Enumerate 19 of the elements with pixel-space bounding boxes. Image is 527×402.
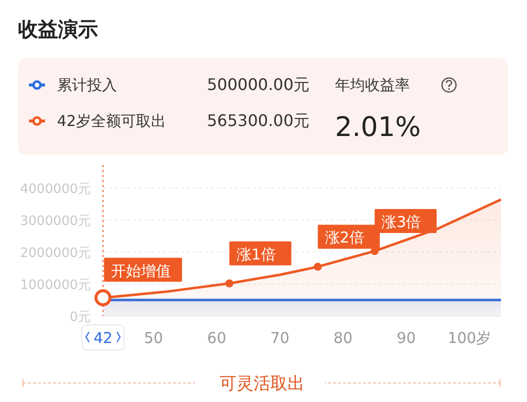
- annotation: 涨3倍: [382, 213, 422, 232]
- text: 565300.00元: [207, 111, 310, 130]
- x-tick-label: 42: [93, 329, 113, 347]
- x-tick-label: 60: [207, 329, 226, 347]
- x-tick-label: 50: [144, 329, 164, 347]
- text: 2.01%: [335, 112, 421, 143]
- legend-label: 累计投入: [57, 76, 117, 94]
- legend-label: 42岁全额可取出: [57, 112, 166, 130]
- x-tick-label: 70: [270, 329, 290, 347]
- text: 可灵活取出: [220, 374, 304, 394]
- text: 年均收益率: [335, 76, 410, 94]
- text: 500000.00元: [207, 75, 310, 94]
- annotation: 涨2倍: [324, 228, 364, 247]
- chart-title: 收益演示: [18, 17, 98, 41]
- x-tick-label: 80: [334, 329, 353, 347]
- x-tick-label: 100岁: [448, 329, 492, 347]
- annotation: 开始增值: [111, 262, 171, 280]
- x-tick-label: 90: [396, 329, 416, 347]
- annotation: 涨1倍: [236, 245, 276, 264]
